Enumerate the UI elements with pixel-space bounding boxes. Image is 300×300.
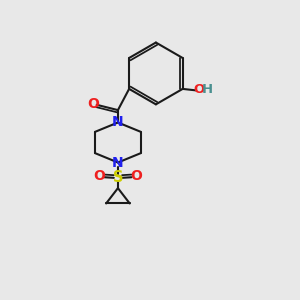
Text: S: S: [113, 170, 123, 185]
Text: O: O: [130, 169, 142, 183]
Text: N: N: [112, 116, 124, 130]
Text: O: O: [193, 83, 205, 96]
Text: N: N: [112, 155, 124, 170]
Text: O: O: [87, 97, 99, 111]
Text: H: H: [202, 83, 213, 96]
Text: O: O: [94, 169, 106, 183]
